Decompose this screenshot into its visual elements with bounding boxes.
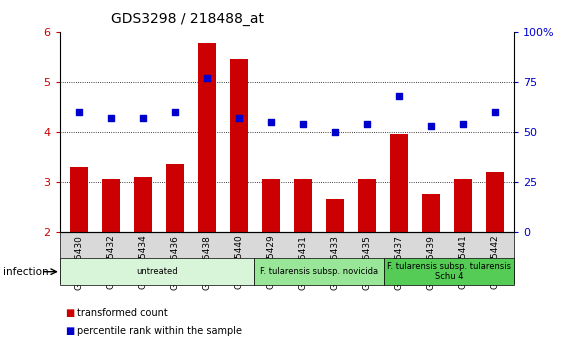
Bar	[102, 179, 120, 232]
Point	[362, 121, 371, 127]
Point	[490, 109, 499, 115]
Bar	[294, 179, 312, 232]
Bar	[358, 179, 375, 232]
Point	[266, 119, 275, 125]
Bar	[390, 135, 408, 232]
Point	[106, 115, 115, 121]
Bar	[454, 179, 471, 232]
Bar	[326, 199, 344, 232]
Point	[331, 129, 340, 135]
Text: ■: ■	[65, 326, 74, 336]
Bar	[166, 164, 183, 232]
Bar	[134, 177, 152, 232]
Bar	[422, 194, 440, 232]
Point	[170, 109, 179, 115]
Bar	[70, 167, 87, 232]
Text: transformed count: transformed count	[77, 308, 168, 318]
Text: ■: ■	[65, 308, 74, 318]
Point	[202, 75, 211, 81]
Point	[138, 115, 147, 121]
Text: untreated: untreated	[136, 267, 178, 276]
Point	[458, 121, 467, 127]
Text: F. tularensis subsp. tularensis
Schu 4: F. tularensis subsp. tularensis Schu 4	[387, 262, 511, 281]
Point	[394, 93, 403, 99]
Point	[427, 123, 436, 129]
Text: infection: infection	[3, 267, 48, 277]
Point	[298, 121, 307, 127]
Bar	[230, 59, 248, 232]
Point	[74, 109, 83, 115]
Bar	[198, 43, 216, 232]
Point	[234, 115, 243, 121]
Text: GDS3298 / 218488_at: GDS3298 / 218488_at	[111, 12, 264, 27]
Text: F. tularensis subsp. novicida: F. tularensis subsp. novicida	[260, 267, 378, 276]
Text: percentile rank within the sample: percentile rank within the sample	[77, 326, 241, 336]
Bar	[486, 172, 504, 232]
Bar	[262, 179, 279, 232]
